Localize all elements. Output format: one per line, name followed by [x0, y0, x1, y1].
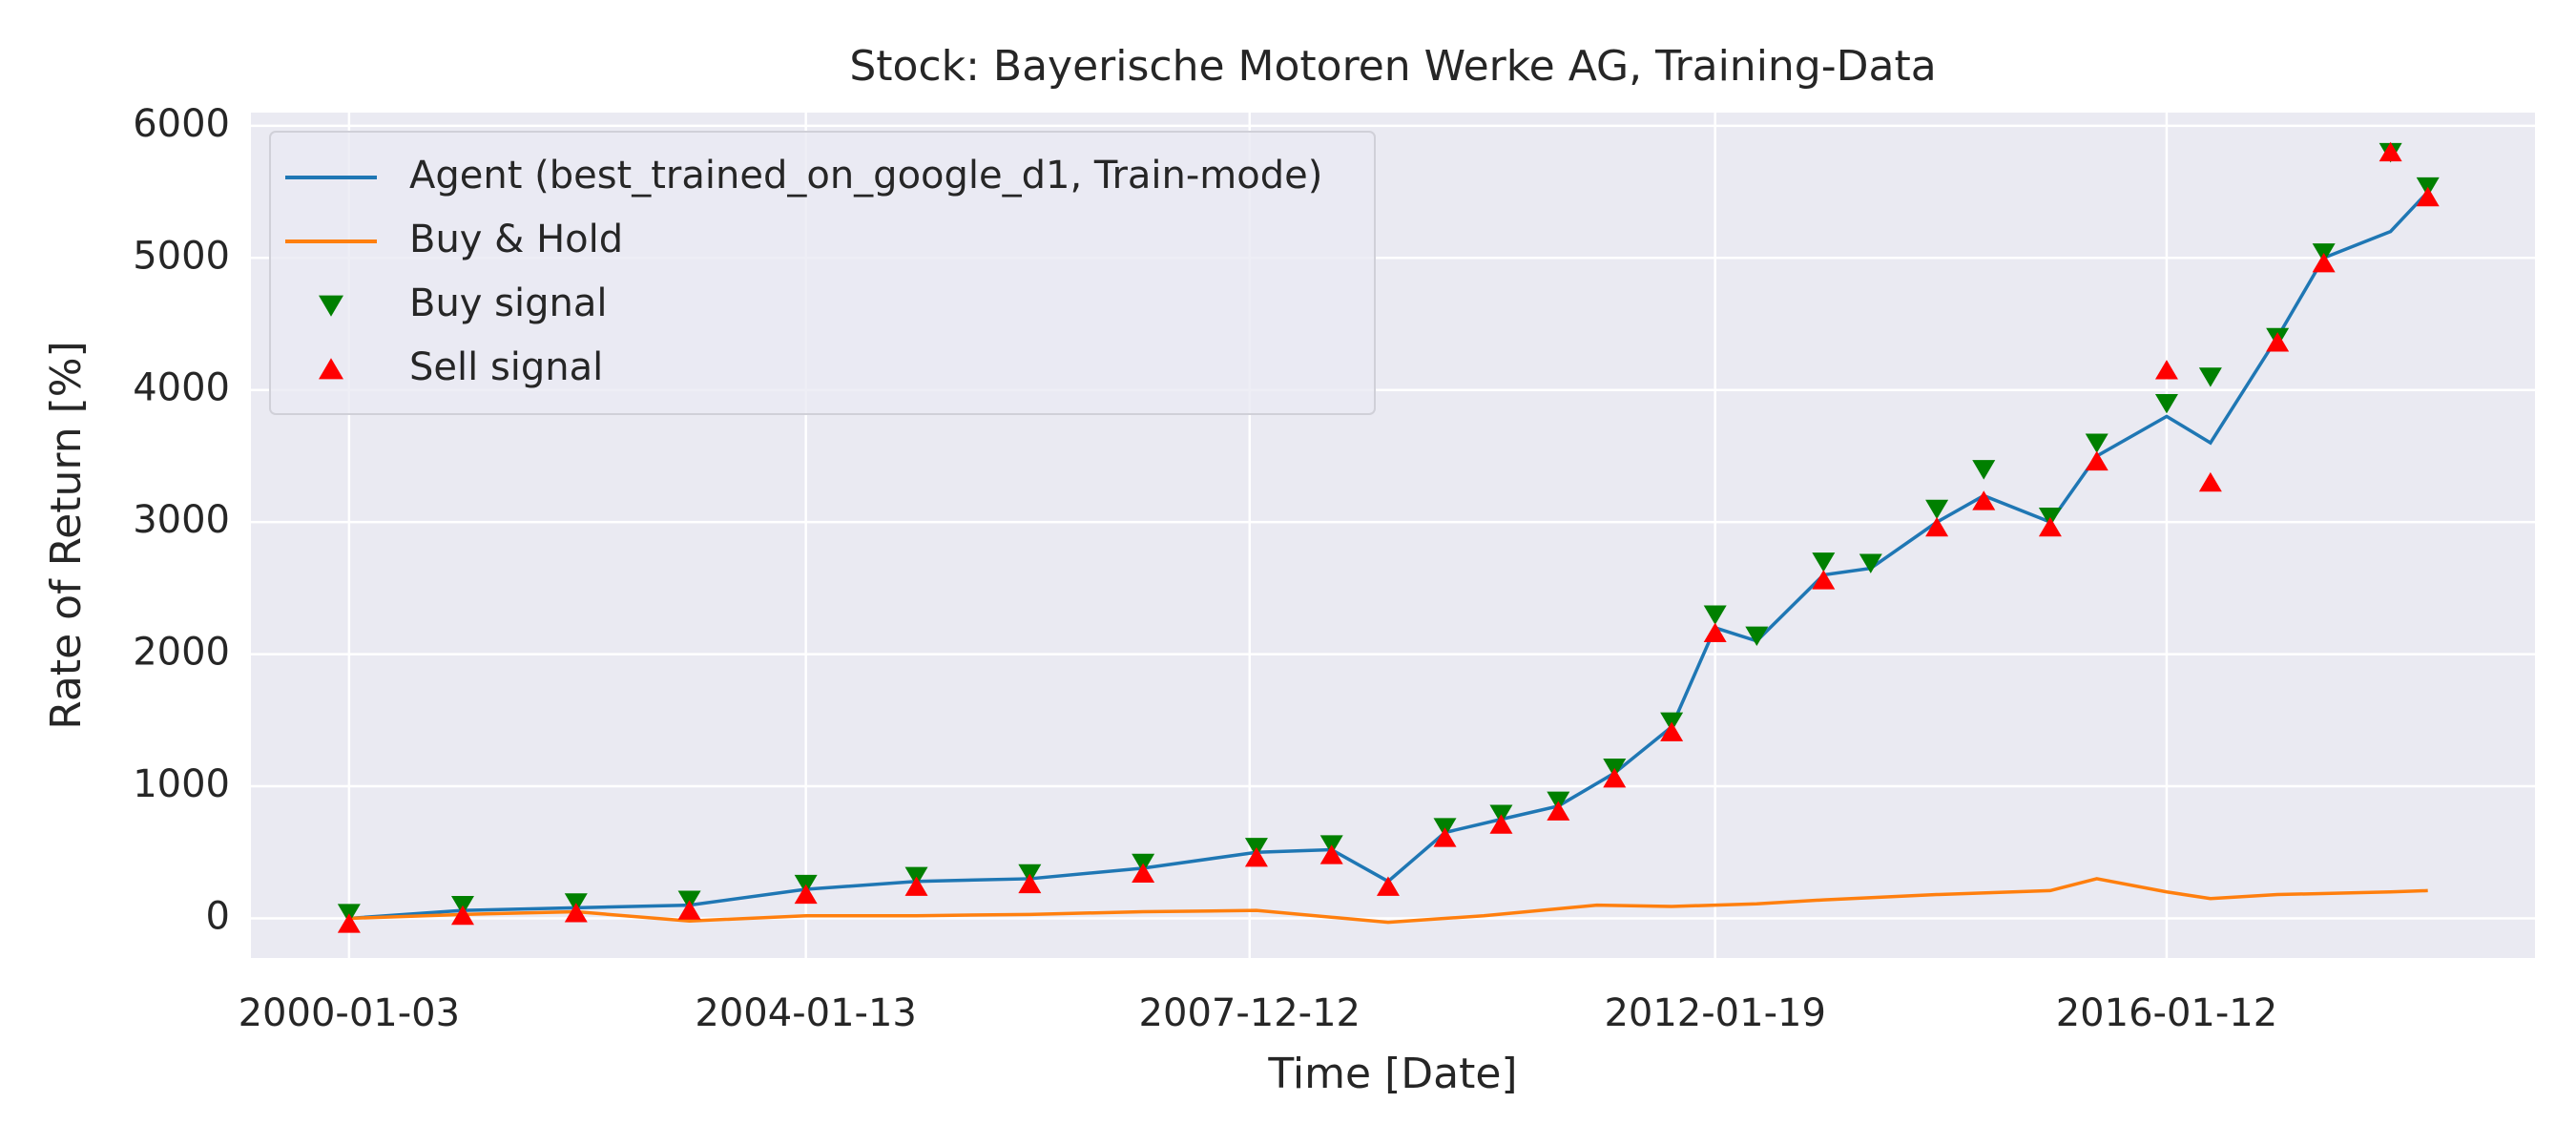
x-tick-label: 2007-12-12: [1139, 991, 1361, 1035]
legend-label: Buy & Hold: [409, 218, 623, 261]
signal-marker: [2154, 393, 2178, 414]
x-axis-label: Time [Date]: [1267, 1050, 1517, 1098]
chart-title: Stock: Bayerische Motoren Werke AG, Trai…: [849, 42, 1936, 91]
x-tick-label: 2012-01-19: [1604, 991, 1825, 1035]
signal-marker: [2154, 360, 2178, 380]
signal-marker: [1489, 814, 1513, 834]
series-line: [348, 190, 2429, 921]
signal-marker: [2085, 433, 2109, 453]
y-tick-label: 2000: [133, 631, 230, 675]
signal-marker: [1376, 876, 1400, 896]
signal-marker: [2379, 141, 2402, 162]
legend-marker: [319, 358, 343, 380]
y-tick-label: 5000: [133, 234, 230, 278]
signal-marker: [1603, 767, 1627, 788]
signal-marker: [2416, 186, 2440, 207]
signal-marker: [450, 905, 474, 926]
y-tick-label: 0: [206, 894, 230, 938]
signal-marker: [1745, 626, 1769, 647]
signal-marker: [1132, 863, 1155, 883]
signal-marker: [1703, 605, 1727, 625]
y-tick-label: 6000: [133, 102, 230, 146]
series-line: [348, 877, 2428, 925]
legend-label: Sell signal: [409, 345, 603, 389]
y-tick-label: 3000: [133, 498, 230, 542]
signal-marker: [677, 900, 701, 920]
y-axis-label: Rate of Return [%]: [42, 341, 91, 729]
signal-marker: [2198, 471, 2222, 492]
signal-marker: [794, 884, 818, 905]
signal-marker: [1925, 516, 1949, 537]
signal-marker: [1812, 552, 1836, 572]
legend: Agent (best_trained_on_google_d1, Train-…: [269, 131, 1376, 415]
signal-marker: [564, 903, 588, 923]
y-tick-label: 4000: [133, 366, 230, 410]
signal-marker: [1859, 553, 1882, 573]
signal-marker: [2038, 516, 2062, 537]
marks: [337, 141, 2440, 933]
signal-marker: [2266, 332, 2290, 352]
legend-marker: [319, 295, 343, 317]
x-tick-label: 2004-01-13: [695, 991, 916, 1035]
legend-label: Buy signal: [409, 281, 608, 325]
signal-marker: [1925, 499, 1949, 520]
x-tick-label: 2000-01-03: [239, 991, 460, 1035]
signal-marker: [1018, 873, 1042, 894]
legend-box: [269, 131, 1376, 415]
signal-marker: [1812, 570, 1836, 590]
signal-marker: [1547, 801, 1570, 821]
x-tick-label: 2016-01-12: [2056, 991, 2277, 1035]
signal-marker: [1972, 490, 1996, 510]
signal-marker: [2085, 450, 2109, 471]
y-tick-label: 1000: [133, 762, 230, 806]
signal-marker: [1660, 721, 1684, 741]
legend-label: Agent (best_trained_on_google_d1, Train-…: [409, 154, 1322, 198]
signal-marker: [1433, 827, 1457, 847]
signal-marker: [1703, 622, 1727, 643]
signal-marker: [1972, 460, 1996, 480]
signal-marker: [1244, 846, 1268, 867]
signal-marker: [337, 913, 361, 933]
signal-marker: [2312, 253, 2336, 273]
signal-marker: [2198, 367, 2222, 387]
signal-marker: [904, 876, 928, 896]
signal-marker: [1319, 844, 1343, 864]
